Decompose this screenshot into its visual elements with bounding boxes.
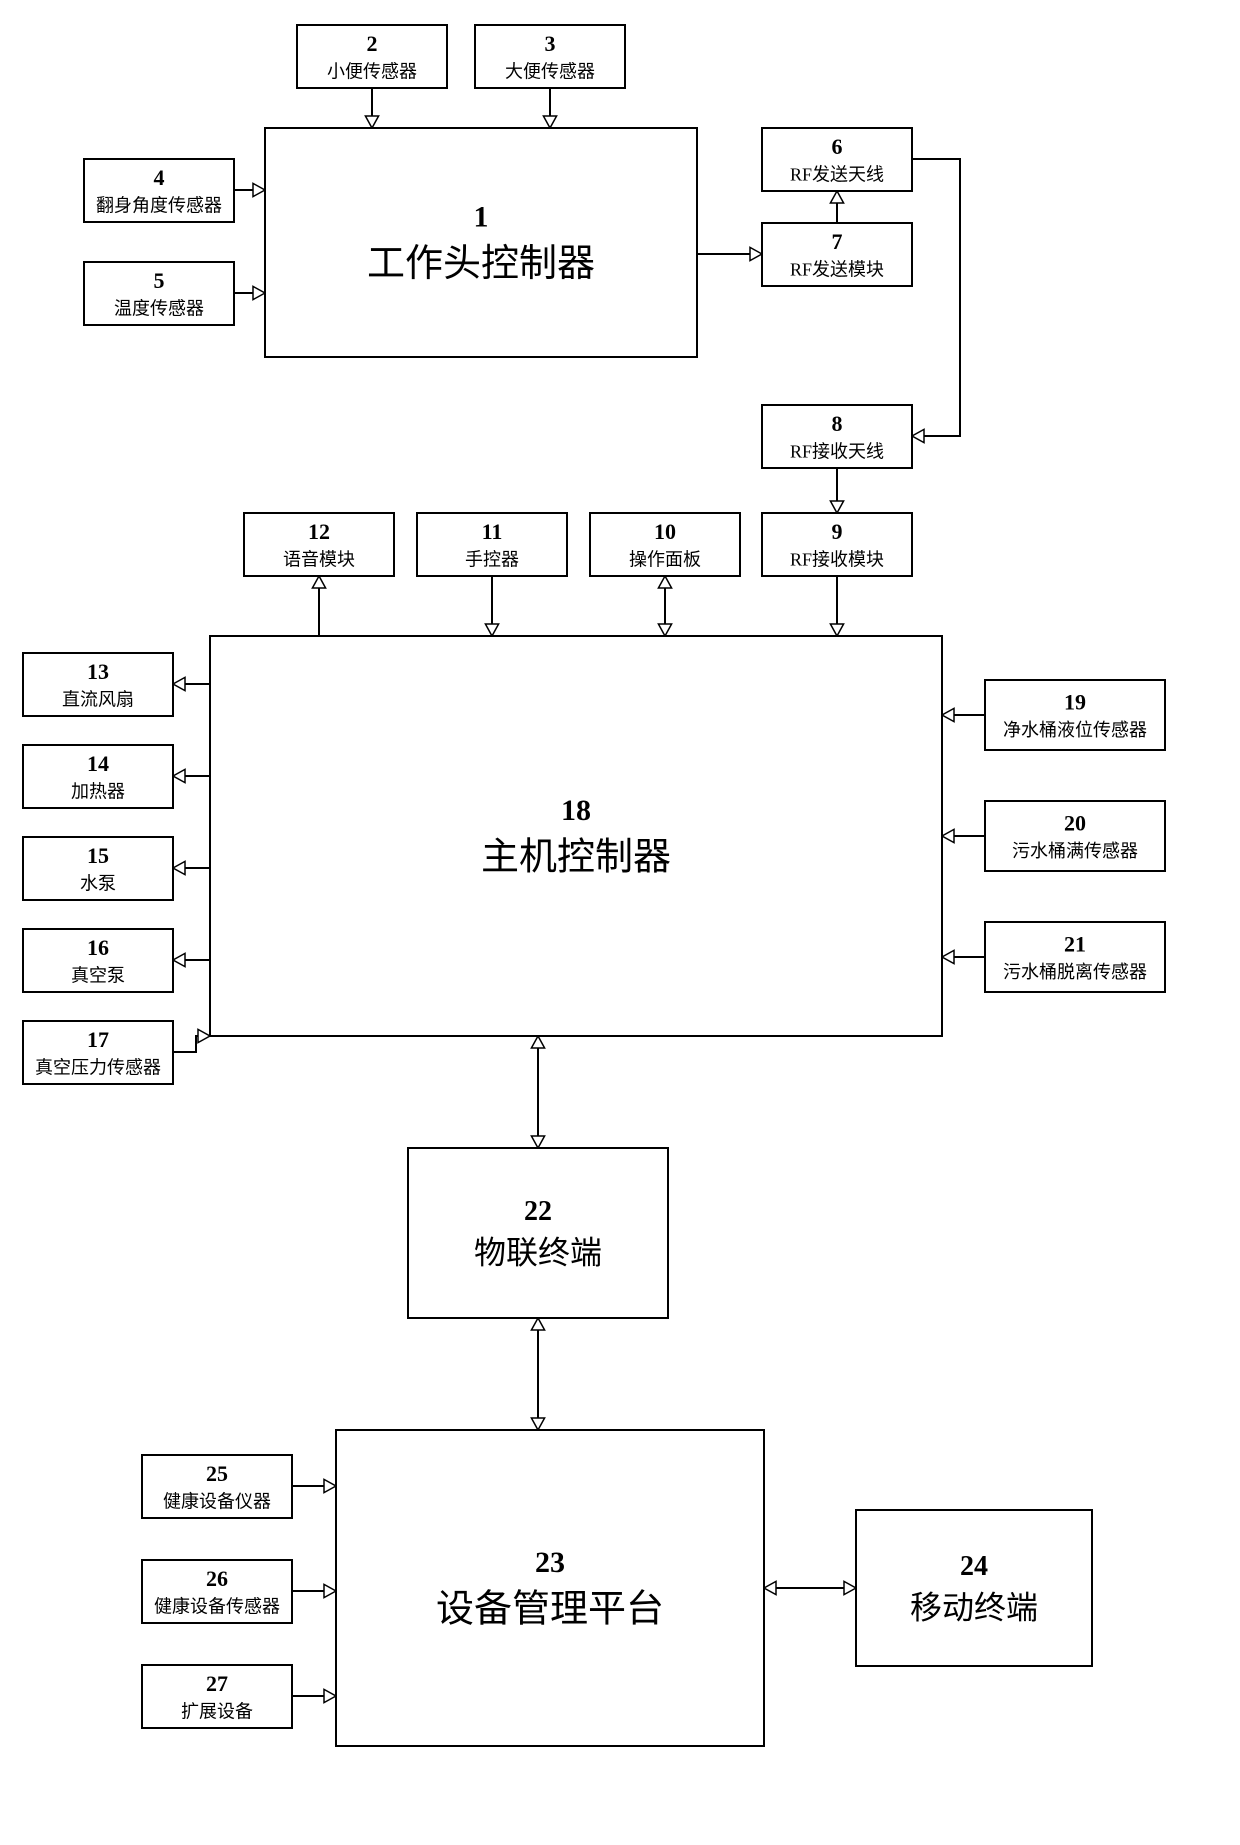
node-label: 扩展设备 [181, 1702, 253, 1722]
node-n17: 17 真空压力传感器 [23, 1021, 173, 1084]
node-label: 直流风扇 [62, 690, 134, 710]
node-label: 污水桶满传感器 [1012, 841, 1138, 861]
node-n13: 13 直流风扇 [23, 653, 173, 716]
node-label: RF接收模块 [790, 550, 884, 570]
node-n23: 23 设备管理平台 [336, 1430, 764, 1746]
node-n4: 4 翻身角度传感器 [84, 159, 234, 222]
node-number: 14 [87, 751, 109, 776]
node-number: 2 [367, 31, 378, 56]
node-label: 移动终端 [910, 1590, 1038, 1626]
node-label: 污水桶脱离传感器 [1003, 962, 1147, 982]
node-n24: 24 移动终端 [856, 1510, 1092, 1666]
node-n18: 18 主机控制器 [210, 636, 942, 1036]
node-n8: 8 RF接收天线 [762, 405, 912, 468]
node-n25: 25 健康设备仪器 [142, 1455, 292, 1518]
node-number: 18 [561, 794, 591, 827]
node-n14: 14 加热器 [23, 745, 173, 808]
node-number: 10 [654, 519, 676, 544]
node-n21: 21 污水桶脱离传感器 [985, 922, 1165, 992]
node-number: 4 [154, 165, 165, 190]
node-n19: 19 净水桶液位传感器 [985, 680, 1165, 750]
node-label: 主机控制器 [481, 837, 671, 879]
block-diagram: 1 工作头控制器 2 小便传感器 3 大便传感器 4 翻身角度传感器 5 温度传感器 6 RF发送天线… [0, 0, 1240, 1845]
node-label: 操作面板 [629, 550, 701, 570]
node-n27: 27 扩展设备 [142, 1665, 292, 1728]
node-label: 翻身角度传感器 [96, 196, 222, 216]
node-n5: 5 温度传感器 [84, 262, 234, 325]
node-number: 15 [87, 843, 109, 868]
node-label: 健康设备传感器 [154, 1597, 280, 1617]
node-label: RF接收天线 [790, 442, 884, 462]
node-label: 小便传感器 [327, 62, 417, 82]
node-label: 工作头控制器 [367, 243, 595, 285]
node-label: 物联终端 [474, 1235, 602, 1271]
node-n22: 22 物联终端 [408, 1148, 668, 1318]
node-label: 真空泵 [71, 966, 125, 986]
node-label: 加热器 [71, 782, 125, 802]
node-number: 25 [206, 1461, 228, 1486]
node-n6: 6 RF发送天线 [762, 128, 912, 191]
node-label: 语音模块 [283, 550, 355, 570]
node-n20: 20 污水桶满传感器 [985, 801, 1165, 871]
node-number: 6 [832, 134, 843, 159]
node-label: RF发送模块 [790, 260, 884, 280]
node-n2: 2 小便传感器 [297, 25, 447, 88]
node-n16: 16 真空泵 [23, 929, 173, 992]
node-number: 9 [832, 519, 843, 544]
node-n26: 26 健康设备传感器 [142, 1560, 292, 1623]
node-number: 26 [206, 1566, 228, 1591]
node-number: 24 [960, 1551, 988, 1582]
node-n1: 1 工作头控制器 [265, 128, 697, 357]
node-number: 21 [1064, 932, 1086, 957]
node-label: 大便传感器 [505, 62, 595, 82]
node-number: 20 [1064, 811, 1086, 836]
node-label: 净水桶液位传感器 [1003, 720, 1147, 740]
node-number: 16 [87, 935, 109, 960]
node-label: 真空压力传感器 [35, 1058, 161, 1078]
node-number: 12 [308, 519, 330, 544]
node-n11: 11 手控器 [417, 513, 567, 576]
node-label: RF发送天线 [790, 165, 884, 185]
node-n15: 15 水泵 [23, 837, 173, 900]
node-number: 7 [832, 229, 843, 254]
node-n3: 3 大便传感器 [475, 25, 625, 88]
node-label: 健康设备仪器 [163, 1492, 271, 1512]
node-n9: 9 RF接收模块 [762, 513, 912, 576]
node-n12: 12 语音模块 [244, 513, 394, 576]
node-n7: 7 RF发送模块 [762, 223, 912, 286]
node-label: 水泵 [80, 874, 116, 894]
node-number: 19 [1064, 690, 1086, 715]
node-number: 23 [535, 1546, 565, 1579]
node-number: 27 [206, 1671, 228, 1696]
node-number: 22 [524, 1196, 552, 1227]
node-number: 13 [87, 659, 109, 684]
node-number: 3 [545, 31, 556, 56]
node-number: 8 [832, 411, 843, 436]
node-label: 温度传感器 [114, 299, 204, 319]
node-number: 17 [87, 1027, 109, 1052]
node-label: 设备管理平台 [436, 1589, 664, 1631]
nodes-layer: 1 工作头控制器 2 小便传感器 3 大便传感器 4 翻身角度传感器 5 温度传感器 6 RF发送天线… [23, 25, 1165, 1746]
node-label: 手控器 [465, 550, 519, 570]
node-number: 1 [474, 200, 489, 233]
node-number: 5 [154, 268, 165, 293]
node-number: 11 [482, 519, 503, 544]
node-n10: 10 操作面板 [590, 513, 740, 576]
